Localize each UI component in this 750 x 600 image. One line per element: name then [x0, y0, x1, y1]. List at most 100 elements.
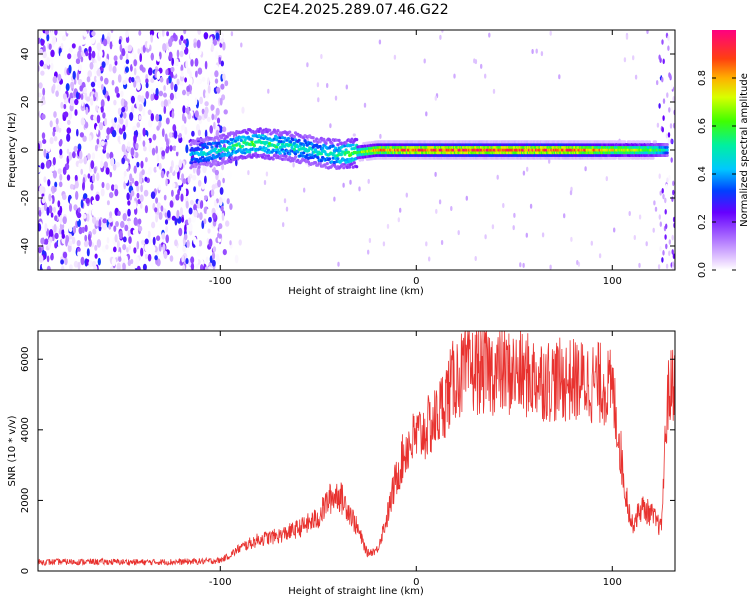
heatmap-cell [145, 82, 149, 89]
heatmap-cell [248, 150, 252, 154]
heatmap-cell [226, 198, 230, 205]
heatmap-cell [183, 233, 188, 241]
heatmap-cell [336, 157, 340, 161]
heatmap-cell [112, 65, 117, 74]
heatmap-cell [243, 138, 247, 142]
heatmap-cell [80, 256, 85, 266]
heatmap-cell [281, 157, 285, 161]
heatmap-cell [77, 251, 81, 257]
heatmap-cell [440, 240, 444, 245]
heatmap-cell [130, 190, 135, 197]
heatmap-cell [165, 69, 169, 76]
heatmap-cell [114, 86, 119, 94]
heatmap-cell [175, 164, 179, 173]
heatmap-cell [150, 78, 155, 83]
heatmap-cell [95, 220, 100, 227]
heatmap-cell [138, 103, 143, 112]
heatmap-cell [292, 141, 296, 145]
heatmap-cell [165, 48, 169, 58]
heatmap-cell [165, 225, 169, 233]
heatmap-cell [183, 116, 187, 124]
heatmap-cell [189, 77, 193, 86]
heatmap-cell [165, 117, 170, 125]
heatmap-cell [664, 209, 667, 215]
heatmap-cell [140, 184, 144, 193]
colorbar-ticks: 0.0 0.2 0.4 0.6 0.8 [697, 70, 736, 278]
heatmap-cell [208, 238, 213, 248]
heatmap-cell [200, 264, 204, 270]
heatmap-cell [69, 183, 74, 190]
heatmap-cell [92, 216, 97, 224]
heatmap-cell [286, 136, 291, 141]
heatmap-cell [645, 241, 648, 247]
heatmap-cell [214, 169, 219, 176]
heatmap-cell [642, 140, 646, 144]
heatmap-cell [59, 148, 63, 156]
heatmap-x-tick-label: -100 [209, 276, 232, 287]
heatmap-cell [646, 156, 650, 160]
heatmap-cell [425, 111, 428, 117]
heatmap-cell [182, 264, 186, 270]
heatmap-cell [168, 173, 171, 180]
heatmap-cell [110, 248, 114, 255]
heatmap-cell [66, 174, 71, 181]
heatmap-cell [122, 124, 126, 132]
heatmap-cell [38, 30, 41, 38]
heatmap-cell [206, 208, 211, 217]
heatmap-cell [119, 54, 123, 61]
heatmap-cell [49, 137, 54, 145]
heatmap-cell [302, 146, 306, 150]
heatmap-cell [229, 240, 232, 246]
heatmap-cell [41, 206, 44, 214]
heatmap-cell [185, 59, 189, 69]
heatmap-cell [193, 209, 198, 218]
heatmap-cell [225, 153, 229, 157]
heatmap-cell [41, 262, 45, 270]
heatmap-cell [292, 135, 296, 139]
heatmap-cell [65, 83, 70, 92]
heatmap-cell [638, 214, 642, 220]
heatmap-cell [629, 140, 633, 144]
heatmap-cell [379, 133, 382, 139]
heatmap-cell [127, 141, 131, 148]
heatmap-cell [321, 146, 325, 150]
heatmap-cell [160, 205, 164, 212]
heatmap-cell [88, 135, 92, 142]
heatmap-cell [194, 239, 200, 248]
heatmap-cell [86, 213, 90, 222]
heatmap-cell [672, 96, 675, 102]
heatmap-cell [42, 87, 46, 96]
heatmap-cell [128, 236, 132, 244]
heatmap-cell [189, 199, 194, 205]
heatmap-cell [62, 166, 67, 175]
heatmap-cell [206, 116, 211, 122]
heatmap-cell [176, 78, 180, 86]
heatmap-cell [128, 245, 132, 251]
heatmap-cell [662, 98, 666, 104]
heatmap-cell [82, 213, 87, 219]
heatmap-cell [105, 167, 110, 175]
heatmap-cell [219, 136, 224, 140]
heatmap-cell [201, 155, 205, 159]
heatmap-cell [58, 122, 63, 128]
heatmap-cell [40, 237, 45, 245]
heatmap-cell [130, 258, 134, 265]
heatmap-cell [99, 172, 105, 179]
heatmap-cell [334, 95, 338, 101]
heatmap-cell [191, 130, 195, 137]
heatmap-cell [63, 153, 67, 162]
heatmap-cell [139, 53, 142, 63]
heatmap-cell [60, 259, 64, 265]
heatmap-cell [168, 51, 173, 60]
heatmap-cell [267, 88, 270, 94]
heatmap-cell [283, 157, 287, 161]
heatmap-cell [206, 158, 211, 162]
heatmap-cell [79, 132, 84, 138]
heatmap-cell [176, 209, 180, 219]
heatmap-cell [63, 111, 69, 118]
heatmap-cell [88, 51, 92, 61]
heatmap-cell [187, 175, 191, 184]
heatmap-cell [549, 30, 552, 36]
heatmap-cell [502, 203, 505, 208]
